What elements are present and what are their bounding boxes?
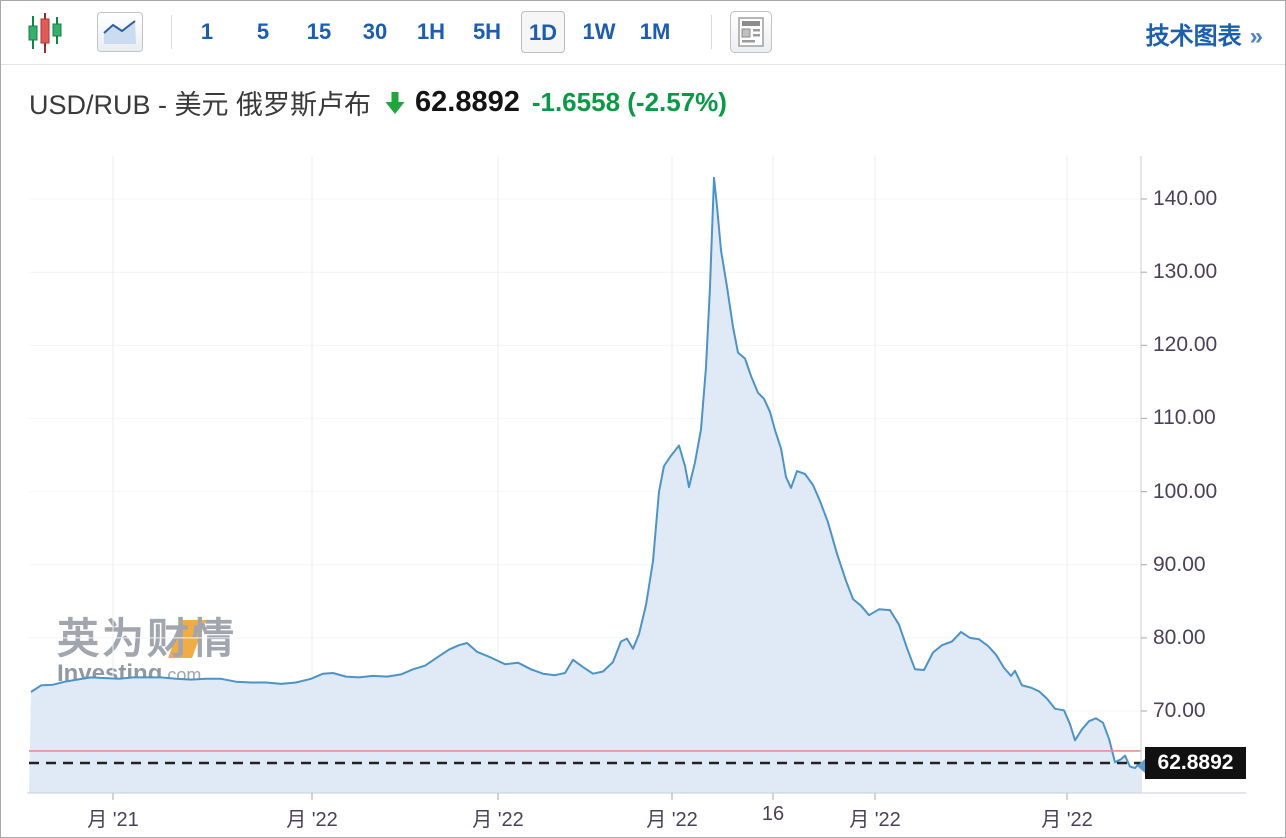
y-axis-label: 100.00 xyxy=(1153,479,1218,503)
toolbar-divider xyxy=(171,15,172,49)
timeframe-30[interactable]: 30 xyxy=(362,19,388,44)
x-axis-label: 月 '22 xyxy=(646,809,698,831)
technical-chart-link[interactable]: 技术图表 » xyxy=(1146,16,1263,51)
chart-plot-area[interactable] xyxy=(29,156,1141,793)
toolbar-divider xyxy=(711,15,712,49)
technical-chart-label: 技术图表 xyxy=(1145,23,1242,50)
timeframe-5[interactable]: 5 xyxy=(256,19,270,44)
x-axis-label: 月 '22 xyxy=(849,809,901,831)
y-axis-label: 120.00 xyxy=(1153,333,1218,357)
timeframe-1M[interactable]: 1M xyxy=(639,19,671,44)
timeframe-1W[interactable]: 1W xyxy=(582,19,616,44)
y-axis-label: 90.00 xyxy=(1153,552,1206,576)
price-down-arrow-icon xyxy=(385,92,405,119)
y-axis-label: 130.00 xyxy=(1153,260,1218,284)
last-price: 62.8892 xyxy=(415,86,520,118)
news-panel-icon-button[interactable] xyxy=(730,11,772,53)
timeframe-5H[interactable]: 5H xyxy=(472,19,502,44)
timeframe-1H[interactable]: 1H xyxy=(416,19,446,44)
chart-toolbar: 1 5 15 30 1H 5H 1D 1W 1M 技术图表» xyxy=(1,1,1285,65)
x-axis-label: 月 '21 xyxy=(87,809,139,831)
timeframe-1[interactable]: 1 xyxy=(200,19,214,44)
x-axis-label: 月 '22 xyxy=(472,809,524,831)
timeframe-1D[interactable]: 1D xyxy=(521,11,565,53)
y-axis-label: 70.00 xyxy=(1153,699,1206,722)
timeframe-15[interactable]: 15 xyxy=(306,19,332,44)
symbol-title: USD/RUB - 美元 俄罗斯卢布 xyxy=(29,90,372,120)
last-price-tag: 62.8892 xyxy=(1145,747,1246,780)
area-chart-icon-button[interactable] xyxy=(97,12,143,52)
y-axis-label: 80.00 xyxy=(1153,625,1206,649)
x-axis-label: 月 '22 xyxy=(1041,809,1093,831)
x-axis-label: 16 xyxy=(761,803,785,825)
candlestick-chart-icon[interactable] xyxy=(25,12,69,54)
x-axis-label: 月 '22 xyxy=(286,809,338,831)
price-change: -1.6558 (-2.57%) xyxy=(531,87,727,117)
area-chart-glyph xyxy=(103,20,136,44)
newspaper-glyph xyxy=(738,17,764,47)
y-axis-label: 140.00 xyxy=(1153,187,1218,210)
timeframe-selector: 1 5 15 30 1H 5H 1D 1W 1M xyxy=(179,11,683,53)
chevron-right-icon: » xyxy=(1249,23,1263,50)
y-axis-label: 110.00 xyxy=(1153,406,1216,430)
candlestick-glyph xyxy=(28,13,62,53)
quote-header: USD/RUB - 美元 俄罗斯卢布 62.8892 -1.6558 (-2.5… xyxy=(29,83,727,122)
